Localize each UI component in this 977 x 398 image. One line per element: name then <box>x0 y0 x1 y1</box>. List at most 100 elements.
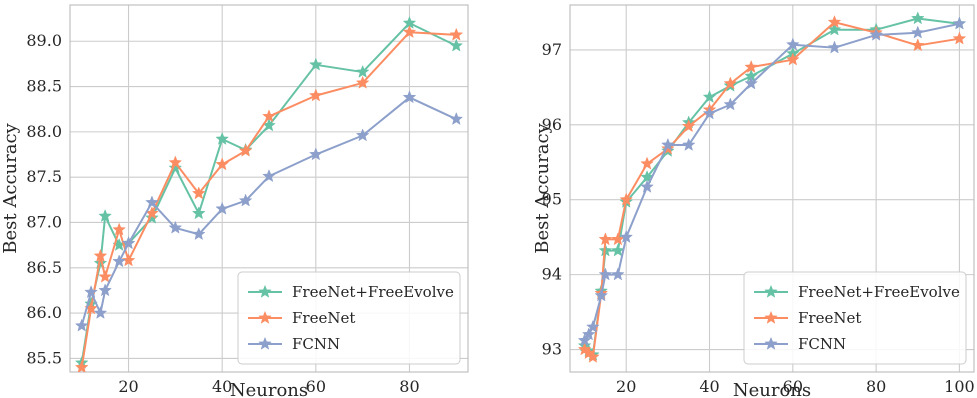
data-point <box>723 76 738 90</box>
data-point <box>681 119 696 133</box>
data-point <box>308 88 323 102</box>
series-line-1 <box>80 22 457 364</box>
legend-box <box>237 271 461 365</box>
data-point <box>598 232 613 246</box>
data-point <box>262 109 276 123</box>
data-point <box>402 90 417 104</box>
legend-marker <box>258 310 272 324</box>
x-axis-label: Neurons <box>230 380 308 398</box>
data-point <box>168 220 183 234</box>
x-axis-label: Neurons <box>733 380 811 398</box>
data-point <box>215 201 230 215</box>
data-point <box>681 137 696 151</box>
data-point <box>581 327 596 341</box>
y-tick-label: 87.0 <box>26 212 62 231</box>
data-point <box>744 59 759 73</box>
data-point <box>449 27 464 41</box>
data-point <box>93 248 108 262</box>
data-point <box>308 57 323 71</box>
data-point <box>121 236 136 250</box>
data-point <box>112 254 127 268</box>
data-point <box>402 25 417 38</box>
y-tick-label: 93 <box>542 340 562 359</box>
y-tick-label: 95 <box>542 190 562 209</box>
data-point <box>586 319 600 333</box>
y-tick-label: 88.5 <box>26 77 62 96</box>
data-point <box>238 193 253 207</box>
data-point <box>74 318 89 332</box>
legend-marker <box>764 284 778 298</box>
data-point <box>308 147 323 161</box>
data-point <box>702 106 717 120</box>
legend-label: FreeNet+FreeEvolve <box>292 283 454 301</box>
legend-label: FreeNet <box>292 309 355 327</box>
data-point <box>449 111 464 125</box>
data-point <box>93 305 108 319</box>
data-point <box>723 97 738 111</box>
data-point <box>785 52 800 66</box>
x-tick-label: 20 <box>616 377 636 396</box>
legend: FreeNet+FreeEvolve FreeNet FCNN <box>237 271 461 365</box>
x-tick-label: 80 <box>399 377 419 396</box>
data-point <box>640 179 654 193</box>
data-point <box>586 349 600 363</box>
data-point <box>910 25 925 39</box>
data-point <box>910 11 925 25</box>
data-point <box>577 333 592 347</box>
y-tick-label: 86.5 <box>26 258 62 277</box>
chart-panel-1: 20 40 60 80 85.5 86.0 86.5 87.0 87.5 88.0 88.5 89.0… <box>0 4 469 398</box>
data-point <box>145 210 159 224</box>
y-tick-label: 87.5 <box>26 167 62 186</box>
legend-marker <box>258 284 272 298</box>
legend-label: FreeNet+FreeEvolve <box>798 283 960 301</box>
data-point <box>619 229 634 243</box>
data-point <box>355 128 370 142</box>
x-tick-label: 60 <box>783 377 803 396</box>
y-tick-label: 97 <box>542 40 562 59</box>
data-point <box>869 27 883 41</box>
data-point <box>611 243 625 257</box>
data-point <box>702 89 717 103</box>
data-point <box>74 360 89 372</box>
data-point <box>168 155 183 169</box>
data-point <box>262 169 276 183</box>
legend: FreeNet+FreeEvolve FreeNet FCNN <box>743 271 967 365</box>
data-point <box>215 131 230 145</box>
data-point <box>145 195 159 209</box>
legend-marker <box>258 336 272 350</box>
data-point <box>93 256 108 270</box>
legend-marker <box>764 310 778 324</box>
series-line-3 <box>80 96 457 327</box>
data-point <box>910 38 925 52</box>
data-point <box>619 192 634 206</box>
legend-box <box>743 271 967 365</box>
data-point <box>827 15 842 29</box>
data-point <box>191 227 206 241</box>
data-point <box>598 267 613 281</box>
plot-frame <box>69 4 469 373</box>
y-axis-label: Best Accuracy <box>0 122 21 253</box>
data-point <box>98 283 112 297</box>
y-tick-label: 96 <box>542 115 562 134</box>
data-point <box>112 222 127 236</box>
x-tick-label: 100 <box>944 377 975 396</box>
data-point <box>168 160 183 174</box>
data-point <box>640 156 654 170</box>
legend-marker <box>764 336 778 350</box>
plot-content <box>74 15 464 372</box>
data-point <box>98 269 112 283</box>
data-point <box>611 267 625 281</box>
data-point <box>661 137 675 151</box>
series-line-3 <box>583 22 960 342</box>
data-point <box>191 186 206 200</box>
plot-content <box>577 11 967 363</box>
y-tick-label: 89.0 <box>26 31 62 50</box>
x-tick-label: 60 <box>306 377 326 396</box>
data-point <box>744 76 759 90</box>
data-point <box>121 253 136 267</box>
series-line-2 <box>80 31 457 368</box>
data-point <box>952 16 967 30</box>
data-point <box>952 31 967 45</box>
y-tick-label: 86.0 <box>26 303 62 322</box>
